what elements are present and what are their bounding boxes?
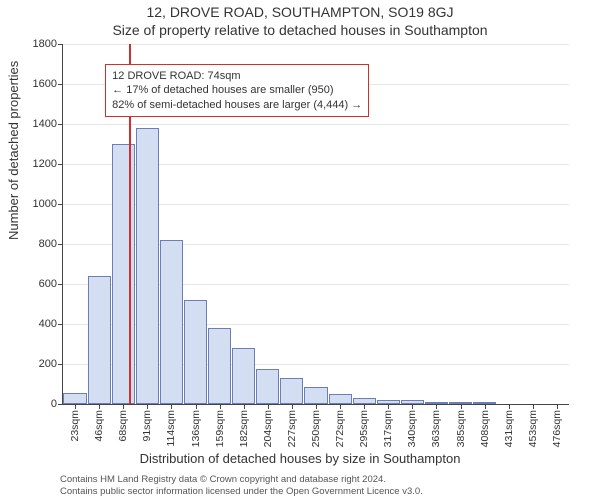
footer: Contains HM Land Registry data © Crown c… [60, 474, 580, 498]
x-tick [364, 404, 365, 409]
x-tick-label: 295sqm [358, 410, 370, 447]
x-tick [316, 404, 317, 409]
y-tick-label: 1200 [33, 158, 57, 170]
y-tick-label: 1800 [33, 38, 57, 50]
x-tick [340, 404, 341, 409]
bar [88, 276, 111, 404]
x-tick [557, 404, 558, 409]
y-tick [58, 124, 63, 125]
bar [256, 369, 279, 404]
x-tick-label: 340sqm [406, 410, 418, 447]
annotation-line-1: 12 DROVE ROAD: 74sqm [112, 69, 362, 83]
x-tick [123, 404, 124, 409]
bar [232, 348, 255, 404]
grid-line [63, 44, 569, 45]
bar [208, 328, 231, 404]
x-tick-label: 317sqm [382, 410, 394, 447]
grid-line [63, 124, 569, 125]
x-tick [485, 404, 486, 409]
x-tick-label: 385sqm [455, 410, 467, 447]
page-subtitle: Size of property relative to detached ho… [0, 22, 600, 38]
footer-line-2: Contains public sector information licen… [60, 486, 580, 498]
x-tick-label: 363sqm [430, 410, 442, 447]
y-tick [58, 404, 63, 405]
annotation-box: 12 DROVE ROAD: 74sqm← 17% of detached ho… [105, 64, 369, 117]
x-tick-label: 476sqm [551, 410, 563, 447]
x-tick-label: 114sqm [165, 410, 177, 447]
x-tick [75, 404, 76, 409]
y-tick [58, 204, 63, 205]
bar [160, 240, 183, 404]
y-tick [58, 324, 63, 325]
x-tick [220, 404, 221, 409]
x-tick [99, 404, 100, 409]
x-tick-label: 46sqm [93, 410, 105, 442]
x-tick [147, 404, 148, 409]
x-tick [268, 404, 269, 409]
chart-container: 12, DROVE ROAD, SOUTHAMPTON, SO19 8GJ Si… [0, 0, 600, 500]
y-tick-label: 400 [39, 318, 57, 330]
x-tick [436, 404, 437, 409]
y-tick [58, 244, 63, 245]
y-tick-label: 1000 [33, 198, 57, 210]
bar [329, 394, 352, 404]
page-title: 12, DROVE ROAD, SOUTHAMPTON, SO19 8GJ [0, 4, 600, 20]
x-tick [292, 404, 293, 409]
annotation-line-2: ← 17% of detached houses are smaller (95… [112, 83, 362, 97]
x-tick-label: 250sqm [310, 410, 322, 447]
x-tick-label: 408sqm [479, 410, 491, 447]
x-tick [461, 404, 462, 409]
x-tick-label: 453sqm [527, 410, 539, 447]
y-tick [58, 284, 63, 285]
y-tick-label: 800 [39, 238, 57, 250]
y-tick [58, 44, 63, 45]
bar [184, 300, 207, 404]
annotation-line-3: 82% of semi-detached houses are larger (… [112, 98, 362, 112]
y-tick-label: 600 [39, 278, 57, 290]
x-tick [509, 404, 510, 409]
bar [63, 393, 86, 404]
x-tick [412, 404, 413, 409]
x-tick [171, 404, 172, 409]
y-tick-label: 0 [51, 398, 57, 410]
x-tick [196, 404, 197, 409]
x-tick-label: 68sqm [117, 410, 129, 442]
x-tick-label: 182sqm [238, 410, 250, 447]
bar [280, 378, 303, 404]
x-tick [244, 404, 245, 409]
x-tick-label: 23sqm [69, 410, 81, 442]
x-tick-label: 431sqm [503, 410, 515, 447]
bar [136, 128, 159, 404]
bar [304, 387, 327, 404]
x-tick-label: 272sqm [334, 410, 346, 447]
y-tick-label: 200 [39, 358, 57, 370]
footer-line-1: Contains HM Land Registry data © Crown c… [60, 474, 580, 486]
bar [112, 144, 135, 404]
y-tick-label: 1400 [33, 118, 57, 130]
x-tick-label: 136sqm [190, 410, 202, 447]
plot-area: 02004006008001000120014001600180023sqm46… [62, 44, 569, 405]
x-tick [388, 404, 389, 409]
y-axis-label: Number of detached properties [6, 61, 21, 240]
y-tick-label: 1600 [33, 78, 57, 90]
y-tick [58, 364, 63, 365]
y-tick [58, 164, 63, 165]
x-tick-label: 227sqm [286, 410, 298, 447]
x-tick-label: 204sqm [262, 410, 274, 447]
x-tick [533, 404, 534, 409]
x-tick-label: 159sqm [214, 410, 226, 447]
x-axis-label: Distribution of detached houses by size … [0, 451, 600, 466]
y-tick [58, 84, 63, 85]
x-tick-label: 91sqm [141, 410, 153, 442]
